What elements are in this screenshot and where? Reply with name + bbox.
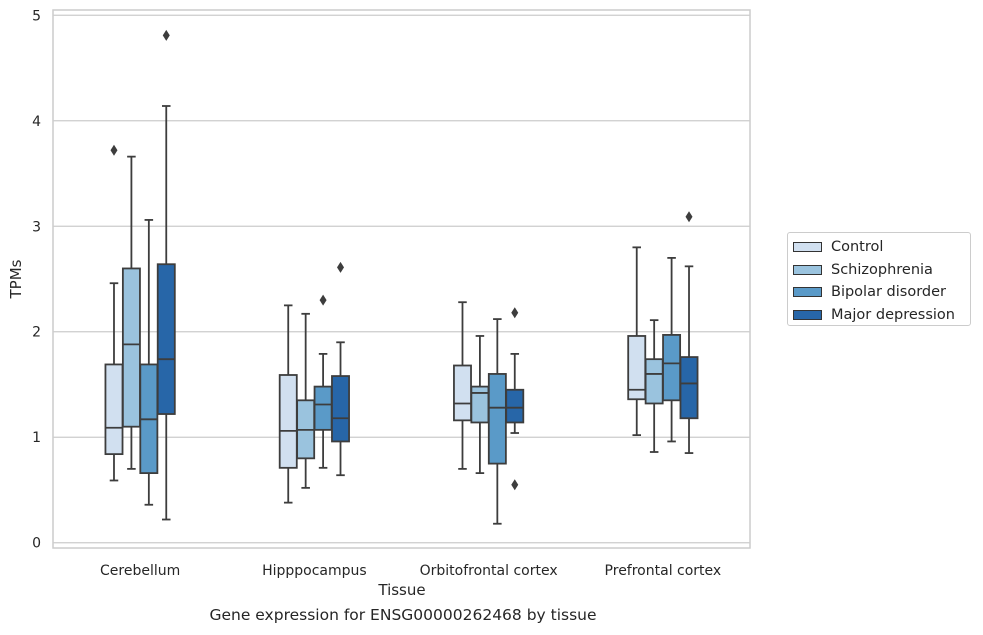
box-major-depression xyxy=(505,307,525,491)
legend-label: Bipolar disorder xyxy=(831,284,946,301)
x-tick-label: Prefrontal cortex xyxy=(605,563,722,579)
legend-item: Major depression xyxy=(788,304,970,327)
box-bipolar-disorder xyxy=(313,294,333,469)
box-schizophrenia xyxy=(470,335,490,475)
box-iqr xyxy=(662,334,682,402)
box-bipolar-disorder xyxy=(662,257,682,443)
y-tick-label: 1 xyxy=(32,430,41,446)
x-axis-ticks: Cerebellum Hipppocampus Orbitofrontal cort… xyxy=(100,563,721,579)
outlier-point xyxy=(511,307,519,319)
y-axis-label: TPMs xyxy=(7,259,25,299)
legend-swatch xyxy=(793,264,822,275)
legend-label: Schizophrenia xyxy=(831,261,933,278)
box-control xyxy=(627,246,647,437)
y-tick-label: 2 xyxy=(32,325,41,341)
x-tick-label: Hipppocampus xyxy=(262,563,367,579)
y-axis-ticks: 0 1 2 3 4 5 xyxy=(32,8,41,551)
box-schizophrenia xyxy=(644,319,664,453)
box-iqr xyxy=(644,358,664,405)
legend-label: Control xyxy=(831,239,884,256)
legend-item: Bipolar disorder xyxy=(788,281,970,304)
box-iqr xyxy=(453,364,472,422)
box-iqr xyxy=(331,375,350,443)
chart-caption: Gene expression for ENSG00000262468 by t… xyxy=(209,606,597,624)
box-major-depression xyxy=(331,261,350,477)
outlier-point xyxy=(685,211,693,223)
y-tick-label: 5 xyxy=(32,8,41,24)
box-schizophrenia xyxy=(121,155,141,470)
box-iqr xyxy=(487,373,507,465)
box-groups xyxy=(104,29,699,525)
legend-swatch xyxy=(793,242,822,253)
outlier-point xyxy=(110,144,118,156)
box-iqr xyxy=(470,385,490,424)
y-tick-label: 4 xyxy=(32,114,41,130)
box-iqr xyxy=(121,267,141,428)
x-axis-label: Tissue xyxy=(377,581,425,599)
box-major-depression xyxy=(679,211,699,454)
box-iqr xyxy=(278,374,298,469)
box-iqr xyxy=(156,263,176,415)
outlier-point xyxy=(319,294,327,306)
box-bipolar-disorder xyxy=(139,219,159,506)
outlier-point xyxy=(337,261,345,273)
box-iqr xyxy=(505,388,525,424)
legend-label: Major depression xyxy=(831,306,955,323)
outlier-point xyxy=(162,29,170,41)
x-tick-label: Orbitofrontal cortex xyxy=(420,563,558,579)
box-iqr xyxy=(313,385,333,431)
legend-item: Control xyxy=(788,236,970,259)
y-tick-label: 0 xyxy=(32,536,41,552)
legend-item: Schizophrenia xyxy=(788,259,970,282)
y-tick-label: 3 xyxy=(32,219,41,235)
box-control xyxy=(104,144,124,482)
box-major-depression xyxy=(156,29,176,521)
box-iqr xyxy=(679,356,699,420)
outlier-point xyxy=(511,479,519,491)
legend: Control Schizophrenia Bipolar disorder Majo… xyxy=(787,232,971,326)
legend-swatch xyxy=(793,309,822,320)
legend-swatch xyxy=(793,287,822,298)
x-tick-label: Cerebellum xyxy=(100,563,180,579)
box-iqr xyxy=(104,363,124,456)
